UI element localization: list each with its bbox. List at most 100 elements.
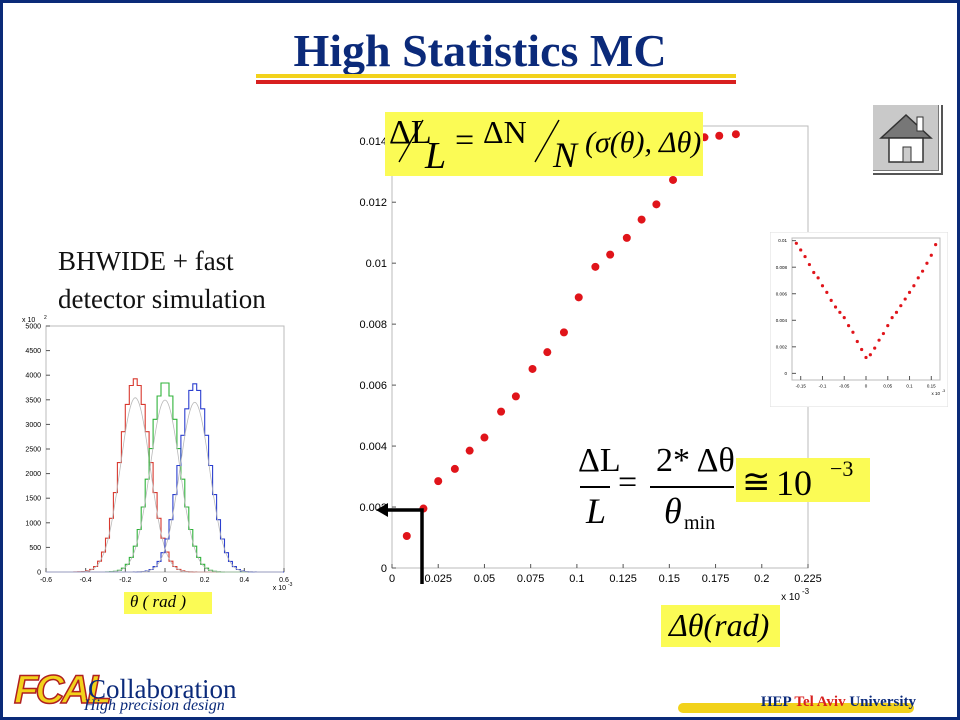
footer-tau: Tel Aviv — [794, 694, 846, 710]
hist-x-multiplier: x 10 — [273, 585, 286, 592]
hist-y-tick-label: 500 — [29, 545, 41, 552]
histogram-x-axis-label-box: θ ( rad ) — [124, 592, 212, 614]
main-x-tick-label: 0.175 — [702, 573, 730, 585]
inset-data-point — [886, 323, 890, 328]
f1-lhs-num: ΔL — [389, 114, 432, 151]
subtitle-line-1: BHWIDE + fast — [58, 246, 234, 276]
inset-data-point — [920, 269, 925, 273]
main-x-tick-label: 0.1 — [569, 573, 584, 585]
f3-base: 10 — [776, 463, 812, 503]
inset-data-point — [864, 355, 868, 360]
main-x-tick-label: 0.15 — [659, 573, 680, 585]
inset-data-point — [846, 323, 851, 328]
formula-approximation: ΔL L = 2* Δθ θ min — [572, 440, 738, 534]
main-x-tick-label: 0.075 — [517, 573, 545, 585]
inset-y-tick-label: 0.01 — [778, 238, 787, 243]
inset-data-point — [925, 261, 929, 265]
main-y-tick-label: 0.01 — [366, 258, 387, 270]
main-x-tick-label: 0.2 — [754, 573, 769, 585]
main-data-point — [465, 446, 474, 455]
inset-y-tick-label: 0.008 — [776, 265, 788, 270]
inset-x-tick-label: 0.05 — [883, 384, 892, 389]
fcal-logo: FCAL — [13, 667, 112, 713]
main-x-tick-label: 0.025 — [424, 573, 452, 585]
hist-y-tick-label: 0 — [37, 569, 41, 576]
hist-y-tick-label: 5000 — [25, 323, 41, 330]
f2-lhs-den: L — [586, 491, 607, 531]
hist-y-tick-label: 1000 — [25, 520, 41, 527]
inset-data-point — [825, 290, 829, 295]
main-x-tick-label: 0 — [389, 573, 395, 585]
f3-approx: ≅ — [742, 464, 771, 501]
inset-data-point — [812, 270, 816, 275]
hist-plot-area — [45, 325, 285, 573]
main-y-tick-label: 0.014 — [359, 136, 387, 148]
home-button[interactable] — [871, 103, 941, 173]
footer-collaboration: Collaboration — [88, 674, 237, 704]
main-y-tick-label: 0.012 — [359, 197, 387, 209]
inset-data-point — [890, 316, 894, 320]
footer-university: University — [849, 694, 916, 710]
hist-x-tick-label: 0 — [163, 577, 167, 584]
main-data-point — [731, 130, 740, 139]
inset-data-point — [860, 347, 864, 352]
f1-rhs-num: ΔN — [483, 114, 527, 150]
hist-y-tick-label: 2500 — [25, 446, 41, 453]
hist-y-multiplier-exp: 2 — [44, 315, 47, 321]
hist-x-tick-label: -0.6 — [40, 577, 52, 584]
main-data-point — [497, 407, 506, 416]
f1-rhs-args: (σ(θ), Δθ) — [585, 126, 702, 159]
main-data-point — [402, 531, 411, 540]
inset-data-point — [873, 346, 877, 350]
inset-x-tick-label: 0.1 — [906, 384, 913, 389]
inset-data-point — [903, 297, 907, 301]
inset-data-point — [877, 338, 881, 342]
f2-eq: = — [618, 464, 638, 501]
inset-y-tick-label: 0.002 — [776, 344, 788, 349]
angular-distribution-histogram: -0.6 -0.4 -0.2 0 0.2 0.4 0.6 0 500 1000 1500 2000 25… — [22, 315, 293, 592]
main-y-tick-label: 0.004 — [359, 441, 387, 453]
f2-rhs-den: θ — [664, 491, 682, 531]
inset-x-tick-label: -0.05 — [839, 384, 850, 389]
hist-x-multiplier-exp: -3 — [288, 582, 293, 588]
inset-v-chart: -0.15 -0.1 -0.05 0 0.05 0.1 0.15 0 0.002 0.004 0.0… — [770, 232, 948, 407]
subtitle-line-2: detector simulation — [58, 284, 266, 314]
inset-x-multiplier: x 10 — [931, 391, 940, 396]
inset-data-point — [899, 304, 903, 308]
formula-order-of-magnitude: ≅ 10 −3 — [736, 456, 870, 503]
hist-y-tick-label: 2000 — [25, 471, 41, 478]
inset-data-point — [838, 310, 842, 314]
main-data-point — [637, 215, 646, 224]
main-data-point — [574, 293, 583, 302]
hist-y-multiplier: x 10 — [22, 317, 35, 324]
main-data-point — [450, 464, 459, 473]
main-data-point — [715, 131, 724, 140]
f1-rhs-den: N — [553, 135, 578, 175]
f3-exp: −3 — [830, 456, 854, 481]
main-data-point — [559, 328, 568, 337]
footer-hep: HEP — [760, 694, 791, 710]
main-data-point — [511, 392, 520, 401]
hist-y-tick-label: 1500 — [25, 496, 41, 503]
hist-y-tick-label: 3500 — [25, 397, 41, 404]
inset-data-point — [894, 310, 899, 314]
hist-x-tick-label: -0.4 — [80, 577, 92, 584]
hist-y-tick-label: 3000 — [25, 422, 41, 429]
simulation-description: BHWIDE + fast detector simulation — [58, 242, 266, 318]
inset-data-point — [816, 276, 820, 280]
main-data-point — [434, 477, 443, 486]
main-data-point — [652, 200, 661, 209]
f1-eq: = — [455, 122, 475, 159]
f1-lhs-den: L — [425, 135, 447, 177]
inset-data-point — [881, 331, 886, 336]
inset-data-point — [934, 243, 938, 247]
inset-data-point — [851, 330, 855, 334]
inset-data-point — [907, 290, 912, 295]
main-x-tick-label: 0.05 — [474, 573, 495, 585]
hist-x-tick-label: 0.4 — [239, 577, 249, 584]
inset-x-tick-label: -0.15 — [796, 384, 807, 389]
hist-x-tick-label: 0.2 — [200, 577, 210, 584]
inset-data-point — [912, 284, 916, 288]
inset-data-point — [842, 316, 846, 320]
